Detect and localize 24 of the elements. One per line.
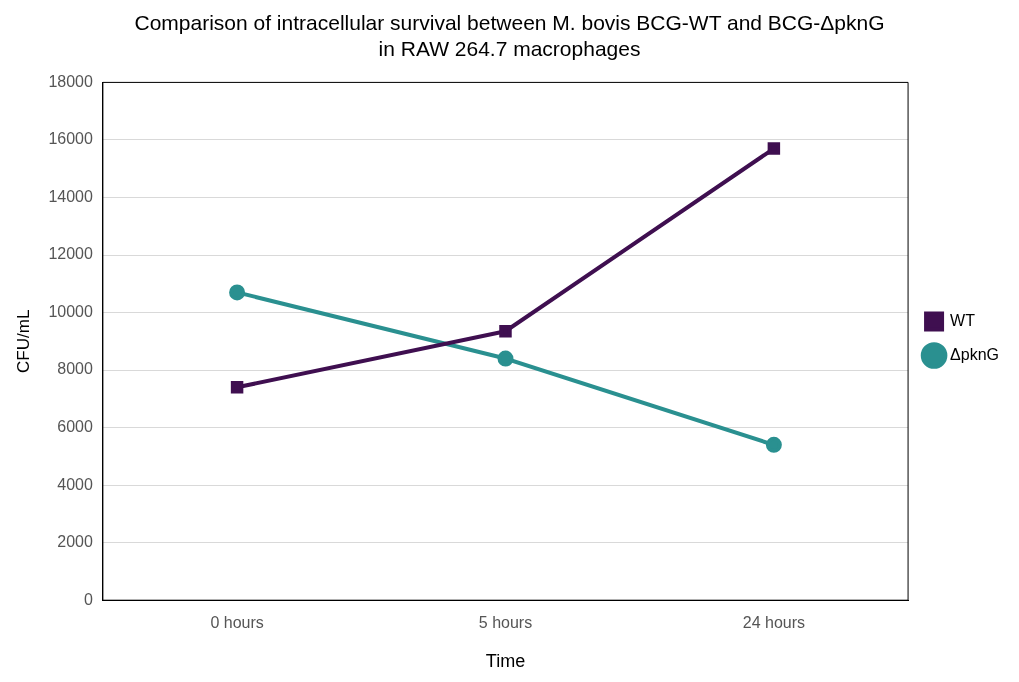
legend-label: ΔpknG bbox=[950, 345, 1000, 363]
x-tick-label: 5 hours bbox=[478, 614, 533, 632]
y-tick-label: 18000 bbox=[48, 72, 93, 90]
point bbox=[499, 324, 512, 338]
y-tick-label: 16000 bbox=[48, 130, 93, 148]
y-tick-label: 6000 bbox=[57, 418, 93, 436]
y-tick-label: 2000 bbox=[57, 533, 93, 551]
y-tick-label: 14000 bbox=[48, 187, 93, 205]
y-tick-label: 10000 bbox=[48, 302, 93, 320]
x-tick-label: 24 hours bbox=[742, 614, 806, 632]
y-tick-label: 0 bbox=[83, 590, 93, 608]
chart-title: Comparison of intracellular survival between M. bovis BCG-WT and BCG-ΔpknG in RAW 264.7 macrophages bbox=[134, 11, 885, 60]
x-tick-label: 0 hours bbox=[210, 614, 264, 632]
y-tick-label: 4000 bbox=[57, 475, 93, 493]
point bbox=[497, 350, 514, 367]
x-axis-title: Time bbox=[485, 651, 526, 672]
point bbox=[767, 142, 781, 155]
y-tick-label: 8000 bbox=[57, 360, 93, 378]
y-axis-title: CFU/mL bbox=[13, 309, 33, 373]
legend-label: WT bbox=[950, 311, 976, 329]
y-tick-label: 12000 bbox=[48, 245, 93, 263]
point bbox=[765, 436, 782, 453]
point bbox=[229, 284, 246, 301]
point bbox=[230, 381, 244, 394]
